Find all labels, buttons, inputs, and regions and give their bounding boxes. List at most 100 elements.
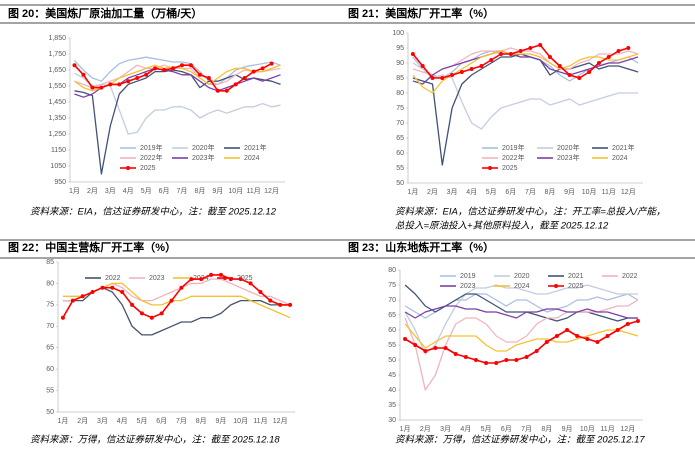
y-tick-label: 30 (388, 417, 396, 424)
line-marker (162, 68, 167, 72)
line-marker (100, 285, 105, 290)
line-marker (433, 346, 438, 350)
x-tick-label: 3月 (97, 417, 108, 425)
line-marker (587, 70, 592, 74)
line-marker (430, 76, 435, 80)
line-marker (70, 298, 75, 303)
x-tick-label: 12月 (621, 188, 636, 196)
line-marker (117, 82, 122, 87)
x-tick-label: 9月 (562, 425, 573, 433)
line-marker (514, 358, 519, 362)
line-marker (179, 63, 184, 68)
chart-title: 图 22：中国主营炼厂开工率（%） (8, 240, 176, 254)
line-marker (534, 349, 539, 353)
x-tick-label: 5月 (481, 425, 492, 433)
line-marker (242, 76, 247, 80)
line-marker (139, 311, 144, 316)
x-tick-label: 6月 (505, 188, 516, 196)
x-tick-label: 10月 (582, 188, 597, 196)
y-tick-label: 60 (396, 150, 404, 157)
line-marker (171, 66, 176, 71)
legend-label: 2025 (140, 165, 156, 172)
y-tick-label: 1,450 (48, 99, 66, 106)
legend-label: 2020年 (557, 143, 580, 152)
line-marker (260, 66, 265, 71)
y-tick-label: 1,650 (48, 67, 66, 74)
line-marker (615, 328, 620, 332)
line-marker (413, 343, 418, 347)
x-tick-label: 6月 (501, 425, 512, 433)
legend-label: 2022年 (502, 153, 525, 162)
x-tick-label: 8月 (196, 417, 207, 425)
x-tick-label: 9月 (564, 188, 575, 196)
x-tick-label: 5月 (486, 188, 497, 196)
x-tick-label: 1月 (407, 188, 418, 196)
x-tick-label: 7月 (176, 417, 187, 425)
line-marker (403, 337, 408, 341)
x-tick-label: 10月 (228, 187, 243, 195)
line-marker (585, 337, 590, 341)
y-tick-label: 65 (46, 345, 54, 352)
x-tick-label: 3月 (105, 187, 116, 195)
x-tick-label: 12月 (264, 187, 279, 195)
y-tick-label: 1,350 (48, 115, 66, 122)
line-marker (90, 290, 95, 294)
line-marker (440, 76, 445, 80)
line-marker (547, 55, 552, 59)
legend-label: 2019年 (140, 143, 163, 152)
line-marker (565, 328, 570, 332)
line-marker (479, 64, 484, 68)
x-tick-label: 2月 (427, 188, 438, 196)
y-tick-label: 50 (46, 409, 54, 416)
line-marker (463, 355, 468, 359)
legend-label: 2025 (502, 165, 518, 172)
line-marker (144, 72, 149, 77)
legend-label: 2019年 (502, 143, 525, 152)
legend-label: 2022 (105, 275, 121, 282)
line-marker (135, 76, 140, 80)
x-tick-label: 5月 (136, 417, 147, 425)
line-marker (80, 294, 85, 299)
x-tick-label: 4月 (460, 425, 471, 433)
line-marker (625, 322, 630, 326)
line-marker (248, 281, 253, 286)
line-marker (206, 76, 211, 80)
x-tick-label: 4月 (123, 187, 134, 195)
legend-label: 2023 (460, 283, 476, 290)
line-marker (596, 61, 601, 65)
line-marker (159, 311, 164, 316)
x-tick-label: 8月 (545, 188, 556, 196)
line-marker (110, 285, 115, 290)
line-marker (595, 340, 600, 344)
series-line (404, 320, 639, 364)
x-tick-label: 2月 (87, 187, 98, 195)
y-tick-label: 1,250 (48, 131, 66, 138)
line-marker (268, 298, 273, 303)
series-line (74, 69, 281, 175)
y-tick-label: 1,550 (48, 83, 66, 90)
y-tick-label: 70 (388, 297, 396, 304)
line-marker (473, 358, 478, 362)
line-marker (238, 277, 243, 282)
chart-title: 图 20：美国炼厂原油加工量（万桶/天） (8, 6, 202, 20)
y-tick-label: 45 (388, 372, 396, 379)
legend-marker (223, 276, 227, 280)
line-marker (575, 334, 580, 338)
y-tick-label: 80 (46, 280, 54, 287)
legend-label: 2023年 (557, 153, 580, 162)
line-marker (188, 63, 193, 68)
y-tick-label: 80 (396, 90, 404, 97)
legend-label: 2025 (568, 283, 584, 290)
line-marker (218, 272, 223, 277)
legend-marker (126, 166, 130, 170)
y-tick-label: 1,850 (48, 35, 66, 42)
legend-marker (488, 166, 492, 170)
legend-label: 2025 (237, 275, 253, 282)
x-tick-label: 7月 (177, 187, 188, 195)
line-marker (169, 298, 174, 303)
x-tick-label: 12月 (620, 425, 635, 433)
line-marker (484, 361, 489, 365)
line-marker (278, 302, 283, 307)
line-marker (524, 355, 529, 359)
x-tick-label: 6月 (156, 417, 167, 425)
